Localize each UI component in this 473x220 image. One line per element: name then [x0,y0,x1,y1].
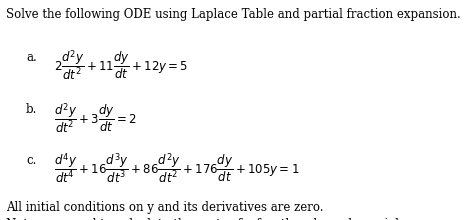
Text: a.: a. [26,51,37,64]
Text: $2\dfrac{d^2y}{dt^2} + 11\dfrac{dy}{dt} + 12y = 5$: $2\dfrac{d^2y}{dt^2} + 11\dfrac{dy}{dt} … [54,48,189,83]
Text: $\dfrac{d^4y}{dt^4} + 16\dfrac{d^3y}{dt^3} + 86\dfrac{d^2y}{dt^2} + 176\dfrac{dy: $\dfrac{d^4y}{dt^4} + 16\dfrac{d^3y}{dt^… [54,152,300,186]
Text: $\dfrac{d^2y}{dt^2} + 3\dfrac{dy}{dt} = 2$: $\dfrac{d^2y}{dt^2} + 3\dfrac{dy}{dt} = … [54,101,138,136]
Text: Solve the following ODE using Laplace Table and partial fraction expansion.: Solve the following ODE using Laplace Ta… [6,8,460,21]
Text: Note, you need to calculate the roots of a fourth-order polynomial.: Note, you need to calculate the roots of… [6,218,403,220]
Text: b.: b. [26,103,37,116]
Text: All initial conditions on y and its derivatives are zero.: All initial conditions on y and its deri… [6,201,323,214]
Text: c.: c. [26,154,36,167]
